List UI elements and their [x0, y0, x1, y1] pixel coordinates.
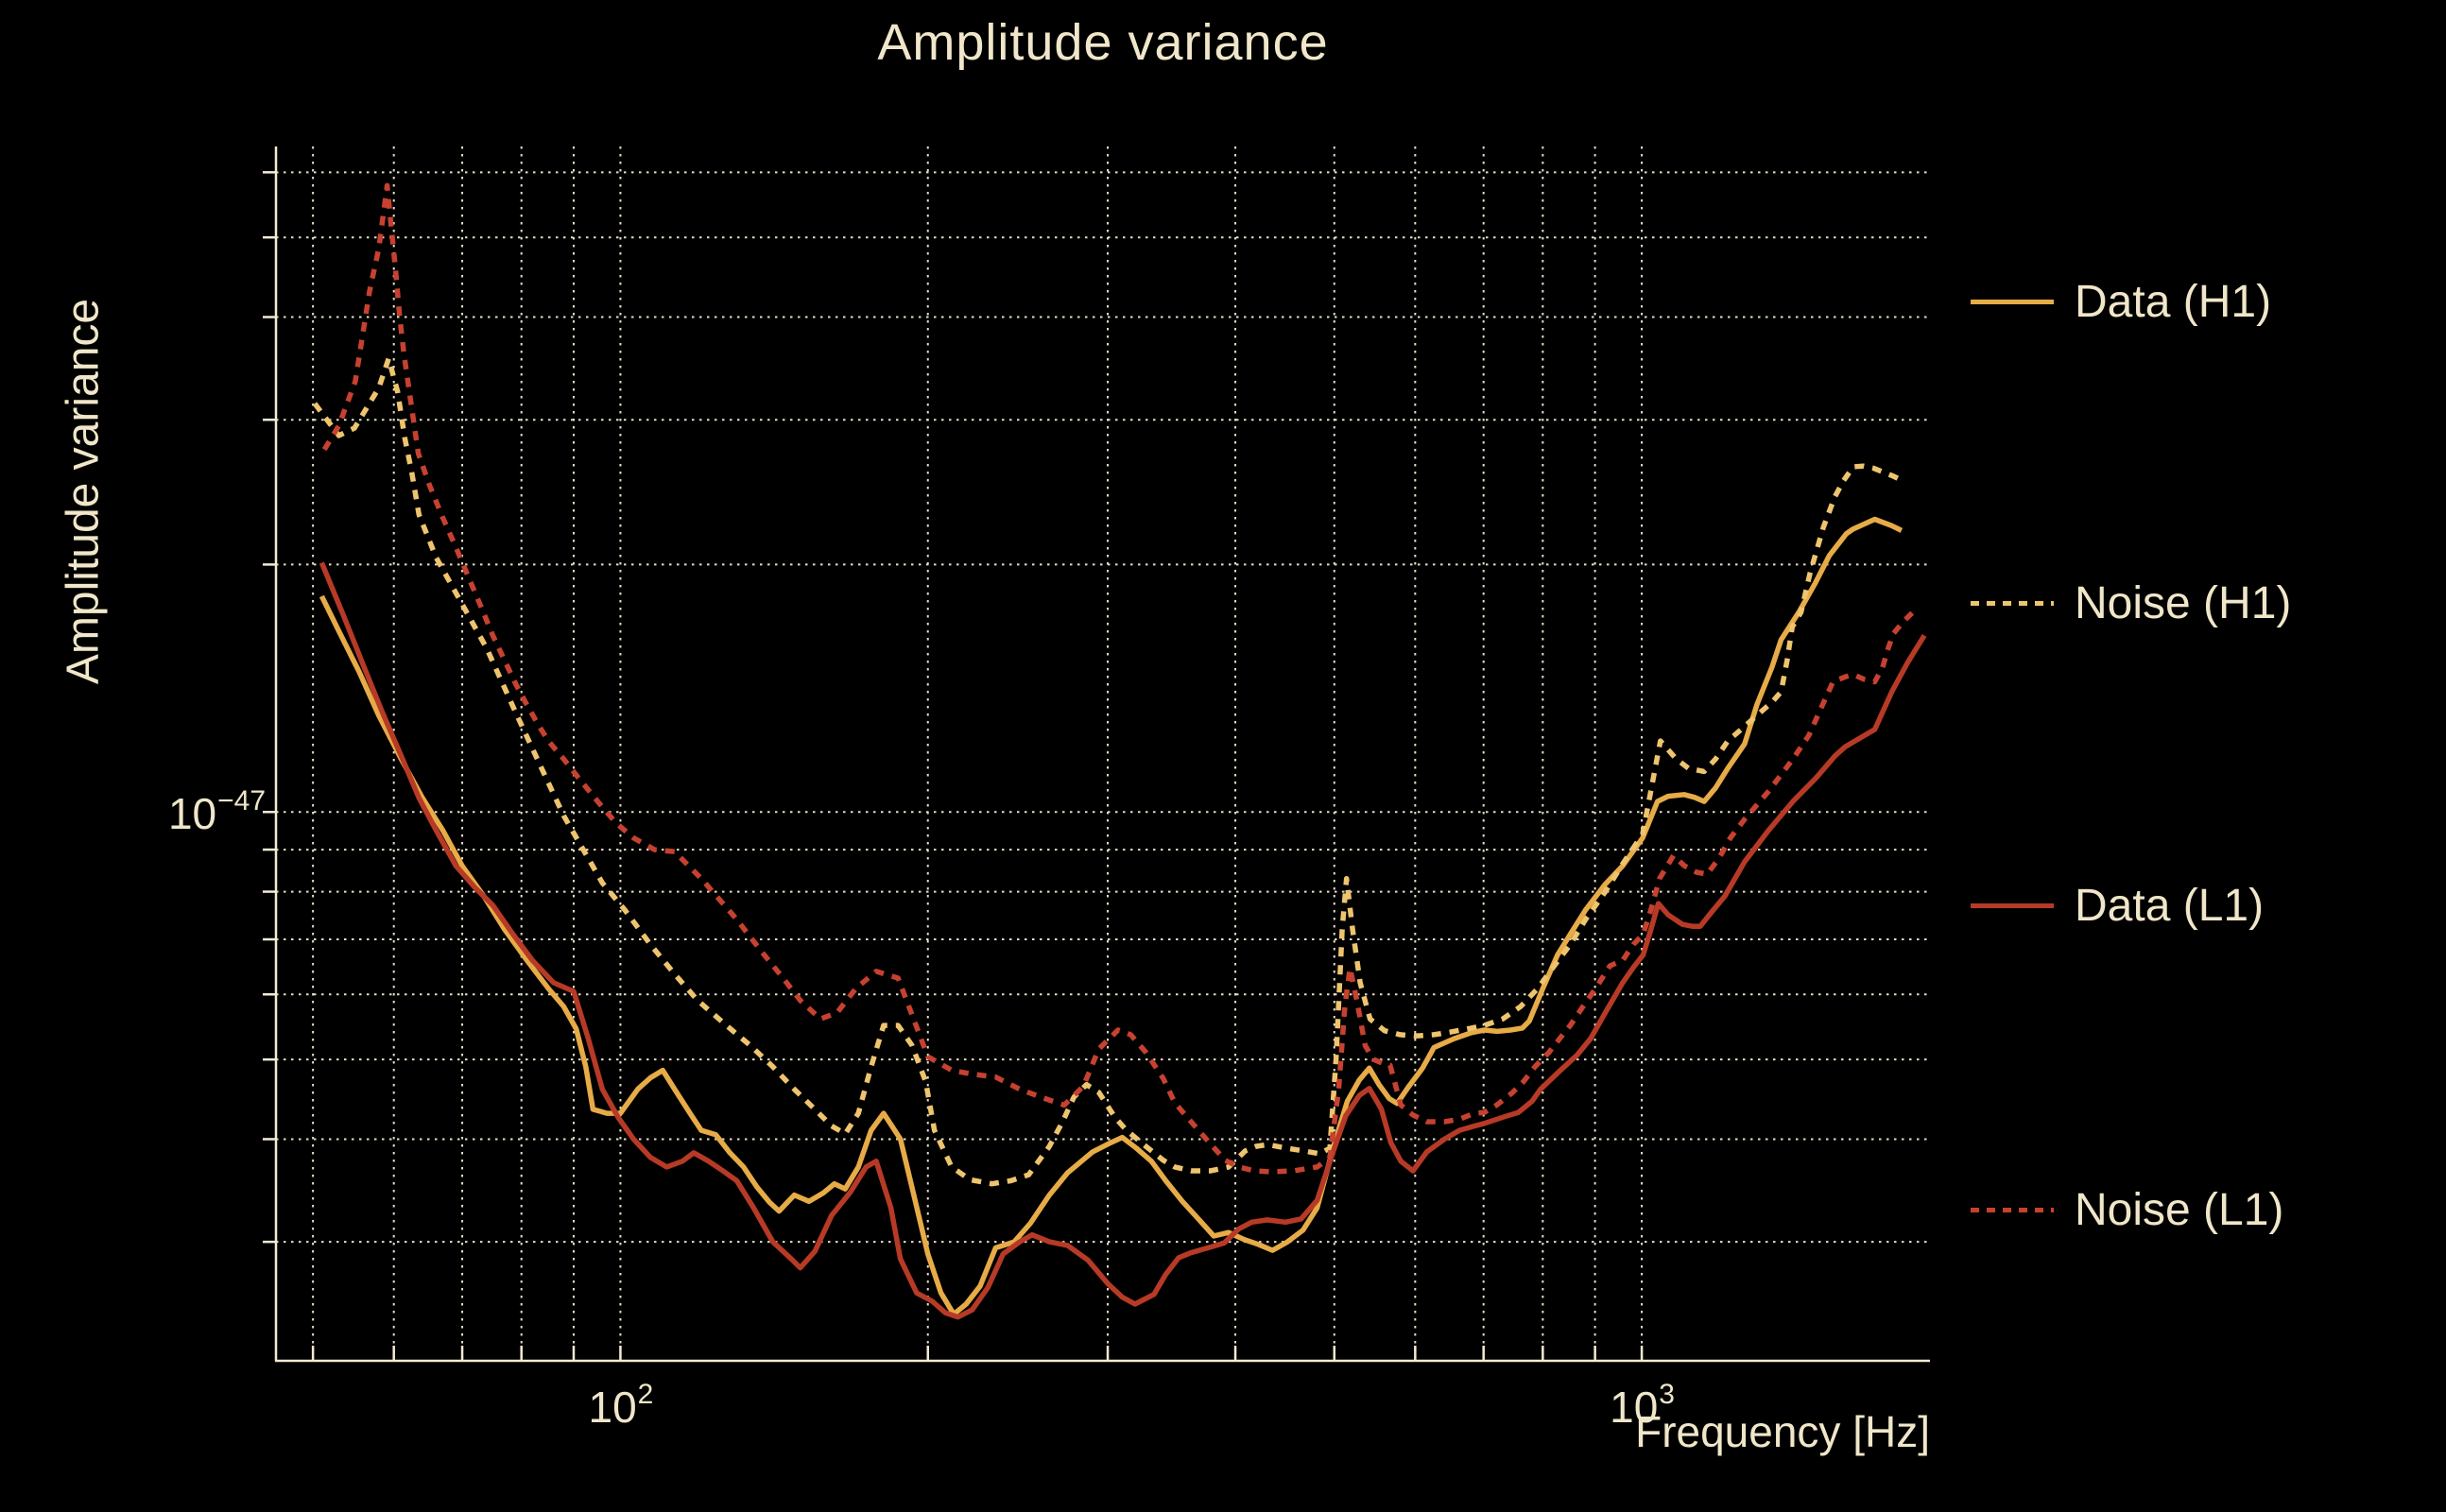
legend-entry-data-l1-: Data (L1)	[1971, 877, 2264, 934]
series-data-h1-	[319, 516, 1903, 1317]
legend-entry-noise-l1-: Noise (L1)	[1971, 1181, 2283, 1238]
solid-line-swatch	[1971, 299, 2054, 304]
legend-entry-noise-h1-: Noise (H1)	[1971, 575, 2291, 631]
legend-label: Noise (L1)	[2075, 1184, 2284, 1235]
gridlines	[276, 146, 1930, 1361]
x-axis-label: Frequency [Hz]	[1635, 1407, 1930, 1456]
legend-entry-data-h1-: Data (H1)	[1971, 273, 2271, 330]
series-noise-h1-	[312, 355, 1904, 1187]
series-noise-l1-	[321, 182, 1917, 1175]
curves	[312, 182, 1927, 1320]
series-data-l1-	[319, 561, 1927, 1320]
legend-label: Data (L1)	[2075, 880, 2265, 931]
x-tick-label: 102	[588, 1378, 654, 1432]
dotted-line-swatch	[1971, 1207, 2054, 1212]
y-tick-label: 10−47	[167, 784, 266, 839]
dotted-line-swatch	[1971, 600, 2054, 606]
solid-line-swatch	[1971, 902, 2054, 908]
legend-label: Noise (H1)	[2075, 577, 2292, 628]
tick-marks	[263, 171, 1644, 1361]
x-tick-label: 103	[1610, 1378, 1675, 1432]
y-axis-label: Amplitude variance	[58, 298, 109, 685]
legend-label: Data (H1)	[2075, 276, 2272, 327]
chart-title: Amplitude variance	[877, 14, 1329, 71]
